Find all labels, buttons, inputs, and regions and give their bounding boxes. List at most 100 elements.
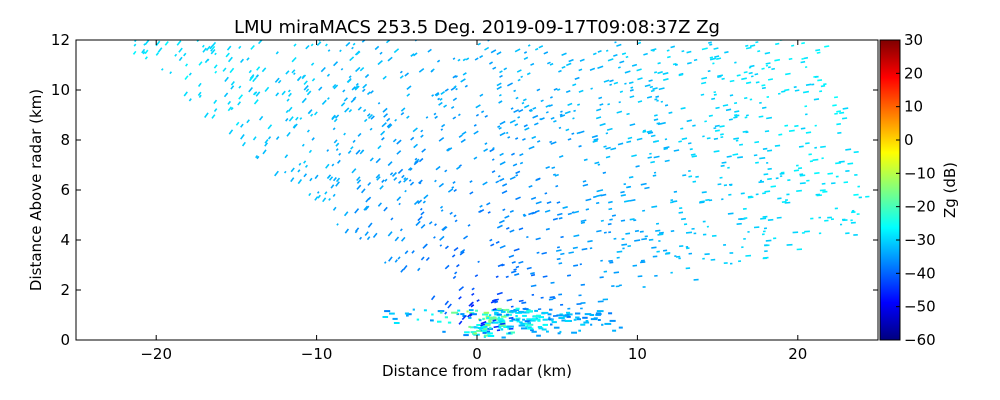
radar-gate (564, 320, 571, 322)
radar-gate (497, 316, 501, 319)
radar-gate (303, 173, 308, 178)
radar-gate (267, 136, 272, 140)
radar-gate (636, 137, 643, 141)
radar-gate (519, 153, 524, 157)
radar-gate (496, 82, 502, 87)
radar-gate (351, 46, 354, 50)
radar-gate (556, 212, 563, 216)
radar-gate (499, 152, 504, 157)
radar-gate (708, 41, 712, 44)
radar-gate (447, 188, 454, 193)
radar-gate (609, 79, 614, 83)
radar-gate (551, 166, 556, 170)
radar-gate (284, 154, 289, 159)
radar-gate (372, 232, 378, 239)
radar-gate (655, 95, 660, 98)
radar-gate (590, 323, 593, 326)
radar-gate (466, 310, 469, 313)
radar-gate (544, 12, 547, 14)
radar-gate (553, 326, 560, 329)
radar-gate (513, 248, 520, 252)
radar-gate (498, 126, 502, 130)
radar-gate (226, 45, 232, 51)
radar-gate (674, 63, 679, 66)
radar-gate (471, 5, 476, 8)
radar-gate (252, 91, 257, 96)
radar-gate (593, 195, 597, 199)
radar-gate (853, 193, 859, 196)
radar-gate (640, 182, 647, 186)
radar-gate (501, 190, 508, 195)
radar-gate (500, 315, 507, 318)
radar-gate (527, 322, 531, 325)
radar-gate (362, 108, 367, 113)
radar-gate (833, 96, 839, 99)
radar-gate (609, 319, 616, 322)
radar-gate (438, 182, 444, 188)
radar-gate (438, 136, 445, 142)
x-tick-label: 10 (628, 345, 647, 363)
radar-gate (394, 118, 398, 122)
radar-gate (800, 60, 806, 64)
radar-gate (836, 110, 842, 113)
radar-gate (670, 2, 675, 4)
radar-gate (618, 326, 623, 329)
radar-gate (470, 331, 477, 334)
radar-gate (255, 74, 260, 78)
radar-gate (487, 332, 493, 335)
radar-gate (717, 74, 724, 78)
radar-gate (254, 4, 258, 8)
radar-gate (606, 127, 613, 131)
radar-gate (354, 230, 358, 234)
radar-gate (748, 71, 753, 75)
radar-gate (455, 87, 458, 91)
radar-gate (356, 176, 361, 182)
radar-gate (332, 206, 337, 211)
radar-gate (413, 52, 418, 57)
radar-gate (628, 5, 632, 6)
radar-gate (693, 58, 698, 62)
radar-gate (385, 40, 391, 44)
radar-gate (621, 243, 628, 246)
radar-gate (801, 42, 805, 45)
radar-gate (510, 305, 514, 308)
radar-gate (567, 137, 572, 141)
radar-gate (308, 109, 313, 114)
radar-gate (248, 69, 252, 74)
radar-gate (458, 134, 463, 138)
radar-gate (551, 321, 557, 324)
radar-gate (418, 179, 423, 184)
radar-gate (572, 117, 575, 120)
radar-gate (469, 191, 474, 195)
y-tick-label: 10 (51, 81, 70, 99)
radar-gate (381, 122, 387, 128)
radar-gate (335, 142, 340, 147)
radar-gate (397, 168, 404, 174)
radar-gate (332, 83, 337, 89)
radar-gate (757, 50, 761, 53)
radar-gate (514, 48, 521, 53)
radar-gate (497, 174, 501, 178)
radar-gate (333, 139, 338, 144)
radar-gate (657, 71, 663, 75)
radar-gate (433, 112, 437, 116)
radar-gate (396, 150, 402, 155)
radar-gate (617, 142, 624, 146)
radar-gate (764, 51, 771, 55)
radar-gate (749, 44, 756, 48)
radar-gate (489, 148, 495, 153)
radar-gate (490, 316, 497, 319)
radar-gate (473, 130, 479, 135)
radar-gate (364, 205, 370, 211)
radar-gate (599, 276, 604, 279)
radar-gate (420, 134, 424, 138)
radar-gate (494, 313, 500, 316)
radar-gate (453, 246, 459, 252)
colorbar-tick-label: −40 (904, 264, 936, 282)
radar-gate (336, 159, 341, 164)
radar-gate (610, 13, 613, 14)
radar-gate (443, 2, 446, 4)
radar-gate (298, 162, 302, 166)
radar-gate (435, 92, 440, 97)
y-tick-label: 6 (60, 181, 70, 199)
